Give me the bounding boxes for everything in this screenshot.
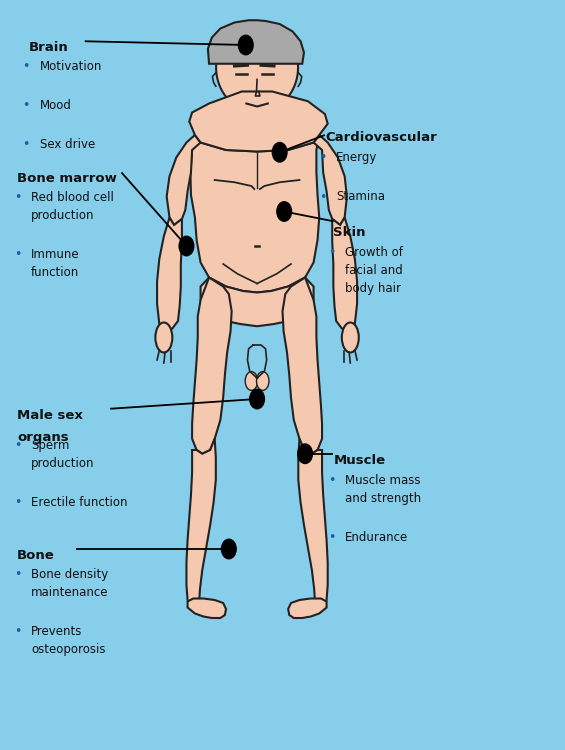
Circle shape bbox=[250, 389, 264, 409]
Text: •: • bbox=[14, 568, 21, 580]
Text: •: • bbox=[14, 248, 21, 261]
Text: production: production bbox=[31, 457, 94, 470]
Text: Red blood cell: Red blood cell bbox=[31, 191, 114, 204]
Text: production: production bbox=[31, 209, 94, 222]
Text: Endurance: Endurance bbox=[345, 531, 408, 544]
Text: Skin: Skin bbox=[333, 226, 366, 239]
Polygon shape bbox=[192, 278, 232, 454]
Polygon shape bbox=[157, 217, 182, 330]
Ellipse shape bbox=[342, 322, 359, 352]
Polygon shape bbox=[167, 135, 201, 225]
Ellipse shape bbox=[245, 372, 258, 390]
Text: body hair: body hair bbox=[345, 282, 401, 295]
Text: •: • bbox=[328, 246, 335, 259]
Text: Brain: Brain bbox=[28, 41, 68, 54]
Text: Bone density: Bone density bbox=[31, 568, 108, 580]
Circle shape bbox=[272, 142, 287, 162]
Text: Muscle: Muscle bbox=[333, 454, 385, 466]
Polygon shape bbox=[190, 135, 319, 292]
Text: •: • bbox=[14, 625, 21, 638]
Circle shape bbox=[298, 444, 312, 464]
Polygon shape bbox=[208, 20, 304, 64]
Text: Muscle mass: Muscle mass bbox=[345, 474, 420, 487]
Circle shape bbox=[221, 539, 236, 559]
Text: facial and: facial and bbox=[345, 264, 402, 277]
Text: Male sex: Male sex bbox=[17, 409, 83, 422]
Text: function: function bbox=[31, 266, 79, 279]
Text: Stamina: Stamina bbox=[336, 190, 385, 203]
Text: •: • bbox=[319, 152, 327, 164]
Text: Sex drive: Sex drive bbox=[40, 138, 95, 151]
Text: Growth of: Growth of bbox=[345, 246, 402, 259]
Text: Mood: Mood bbox=[40, 99, 71, 112]
Polygon shape bbox=[188, 598, 226, 618]
Text: Energy: Energy bbox=[336, 152, 377, 164]
Polygon shape bbox=[314, 135, 347, 225]
Polygon shape bbox=[332, 217, 357, 330]
Text: Sperm: Sperm bbox=[31, 439, 69, 452]
Polygon shape bbox=[186, 439, 216, 611]
Text: Erectile function: Erectile function bbox=[31, 496, 128, 508]
Polygon shape bbox=[189, 92, 328, 152]
Text: Cardiovascular: Cardiovascular bbox=[325, 131, 437, 144]
Text: Bone: Bone bbox=[17, 549, 55, 562]
Polygon shape bbox=[298, 439, 328, 611]
Text: osteoporosis: osteoporosis bbox=[31, 643, 106, 656]
Text: •: • bbox=[328, 531, 335, 544]
Ellipse shape bbox=[257, 372, 269, 390]
Text: organs: organs bbox=[17, 431, 68, 444]
Text: maintenance: maintenance bbox=[31, 586, 108, 598]
Polygon shape bbox=[242, 92, 272, 106]
Ellipse shape bbox=[216, 22, 298, 112]
Text: •: • bbox=[23, 99, 30, 112]
Polygon shape bbox=[201, 278, 314, 326]
Text: •: • bbox=[14, 439, 21, 452]
Text: Motivation: Motivation bbox=[40, 60, 102, 73]
Text: •: • bbox=[14, 191, 21, 204]
Polygon shape bbox=[282, 278, 322, 454]
Text: •: • bbox=[23, 60, 30, 73]
Text: Bone marrow: Bone marrow bbox=[17, 172, 117, 185]
Text: Prevents: Prevents bbox=[31, 625, 82, 638]
Text: and strength: and strength bbox=[345, 492, 421, 505]
Circle shape bbox=[277, 202, 292, 221]
Circle shape bbox=[238, 35, 253, 55]
Text: •: • bbox=[328, 474, 335, 487]
Text: Immune: Immune bbox=[31, 248, 80, 261]
Circle shape bbox=[179, 236, 194, 256]
Text: •: • bbox=[319, 190, 327, 203]
Ellipse shape bbox=[155, 322, 172, 352]
Text: •: • bbox=[14, 496, 21, 508]
Text: •: • bbox=[23, 138, 30, 151]
Polygon shape bbox=[288, 598, 327, 618]
